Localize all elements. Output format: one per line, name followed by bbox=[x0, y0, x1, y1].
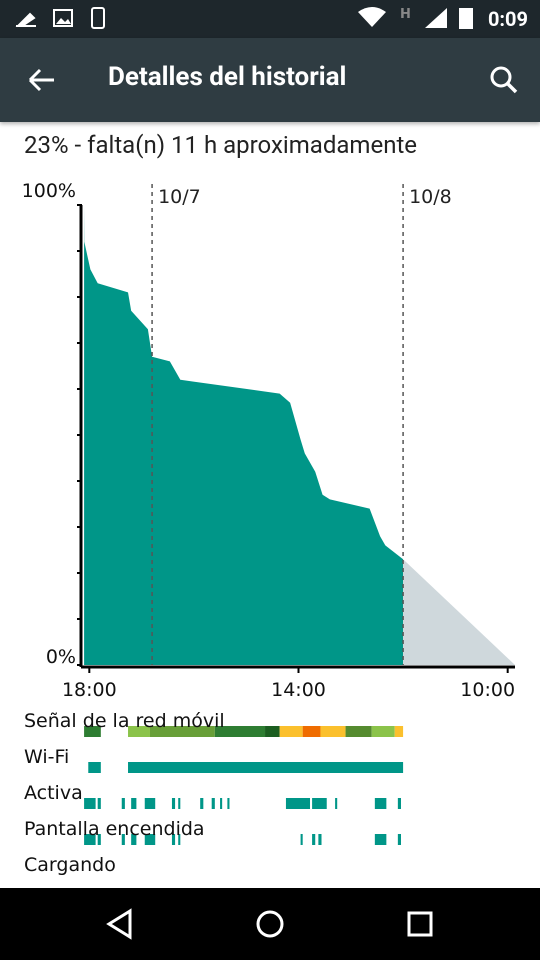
track-label: Pantalla encendida bbox=[24, 818, 205, 840]
track-segment bbox=[144, 798, 156, 809]
y-tick-label: 0% bbox=[46, 646, 76, 668]
day-label: 10/7 bbox=[158, 186, 201, 208]
track-segment bbox=[320, 726, 346, 737]
x-tick-label: 18:00 bbox=[62, 679, 117, 701]
track-label: Cargando bbox=[24, 854, 116, 876]
track-segment bbox=[128, 762, 404, 773]
track-segment bbox=[335, 798, 338, 809]
track-segment bbox=[265, 726, 280, 737]
track-segment bbox=[374, 834, 387, 845]
track-segment bbox=[121, 834, 125, 845]
search-button[interactable] bbox=[484, 60, 524, 100]
nav-bar bbox=[0, 888, 540, 960]
track-segment bbox=[371, 726, 395, 737]
track-segment bbox=[178, 834, 181, 845]
status-icons bbox=[15, 7, 105, 29]
track-segment bbox=[128, 726, 150, 737]
track-segment bbox=[178, 798, 181, 809]
track-segment bbox=[171, 834, 176, 845]
status-bar: H 0:09 bbox=[0, 0, 540, 38]
track-segment bbox=[88, 762, 101, 773]
icon-image-inner bbox=[56, 18, 71, 24]
track-segment bbox=[397, 834, 401, 845]
day-label: 10/8 bbox=[409, 186, 452, 208]
battery-chart: 10/7 10/8 0% 100% 18:00 14:00 10:00 Señal de la… bbox=[22, 180, 515, 876]
track-segment bbox=[227, 798, 230, 809]
battery-area bbox=[84, 205, 404, 665]
back-button[interactable] bbox=[22, 60, 62, 100]
x-tick-label: 14:00 bbox=[271, 679, 326, 701]
track-segment bbox=[279, 726, 303, 737]
track-segment bbox=[397, 798, 401, 809]
track-segment bbox=[211, 798, 215, 809]
icon-signal bbox=[425, 8, 447, 28]
track-label: Wi-Fi bbox=[24, 746, 69, 768]
track-segment bbox=[300, 834, 303, 845]
track-segment bbox=[97, 798, 101, 809]
app-bar: Detalles del historial bbox=[0, 38, 540, 122]
icon-battery bbox=[459, 8, 473, 29]
nav-home[interactable] bbox=[256, 910, 284, 938]
icon-phone bbox=[91, 7, 105, 29]
battery-area bbox=[403, 559, 515, 665]
track-segment bbox=[312, 834, 316, 845]
track-segment bbox=[214, 726, 266, 737]
nav-back[interactable] bbox=[106, 908, 132, 940]
battery-summary: 23% - falta(n) 11 h aproximadamente bbox=[24, 131, 418, 159]
clock: 0:09 bbox=[487, 7, 528, 31]
track-segment bbox=[84, 726, 101, 737]
track-segment bbox=[84, 834, 96, 845]
track-segment bbox=[121, 798, 125, 809]
track-label: Señal de la red móvil bbox=[24, 710, 225, 732]
icon-clean bbox=[15, 12, 36, 27]
track-segment bbox=[318, 834, 322, 845]
track-segment bbox=[394, 726, 404, 737]
icon-image bbox=[53, 9, 73, 27]
nav-buttons bbox=[106, 908, 433, 940]
track-segment bbox=[84, 798, 96, 809]
track-segment bbox=[345, 726, 372, 737]
track-label: Activa bbox=[24, 782, 83, 804]
nav-recents[interactable] bbox=[407, 911, 433, 937]
track-segment bbox=[97, 834, 101, 845]
status-right-icons: H bbox=[358, 7, 473, 29]
track-segment bbox=[171, 798, 176, 809]
track-segment bbox=[200, 798, 204, 809]
track-segment bbox=[131, 834, 137, 845]
track-segment bbox=[312, 798, 327, 809]
track-segment bbox=[131, 798, 137, 809]
icon-wifi bbox=[358, 7, 386, 27]
x-tick-label: 10:00 bbox=[460, 679, 515, 701]
track-segment bbox=[220, 798, 223, 809]
app-title: Detalles del historial bbox=[108, 62, 347, 92]
track-segment bbox=[302, 726, 321, 737]
track-segment bbox=[374, 798, 387, 809]
icon-h: H bbox=[400, 7, 411, 22]
track-segment bbox=[285, 798, 311, 809]
track-segment bbox=[144, 834, 156, 845]
y-tick-label: 100% bbox=[22, 180, 76, 202]
track-segment bbox=[149, 726, 215, 737]
